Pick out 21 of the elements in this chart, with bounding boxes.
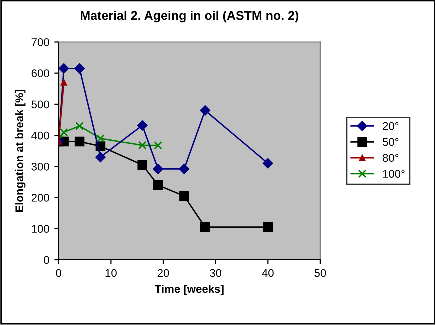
y-tick-label: 500 [32,100,50,109]
y-tick-label: 300 [32,162,50,171]
x-tick-label: 40 [262,269,274,278]
x-tick-label: 20 [158,269,170,278]
y-tick-label: 600 [32,70,50,78]
x-axis-title: Time [weeks] [154,284,224,296]
y-tick-label: 700 [32,38,50,46]
x-tick-label: 50 [314,269,326,278]
y-axis-title: Elongation at break [%] [15,90,26,212]
y-tick-label: 0 [44,256,50,264]
y-tick-label: 400 [32,132,50,140]
x-tick-label: 0 [56,269,62,278]
x-tick-label: 10 [106,269,117,278]
x-tick-label: 30 [210,269,222,278]
legend-label: 20° [383,122,399,130]
y-tick-label: 200 [32,194,50,202]
chart-title: Material 2. Ageing in oil (ASTM no. 2) [81,10,299,23]
legend-label: 80° [382,154,399,162]
legend-label: 50° [382,138,399,146]
legend-label: 100° [383,170,405,178]
y-tick-label: 100 [32,225,50,234]
